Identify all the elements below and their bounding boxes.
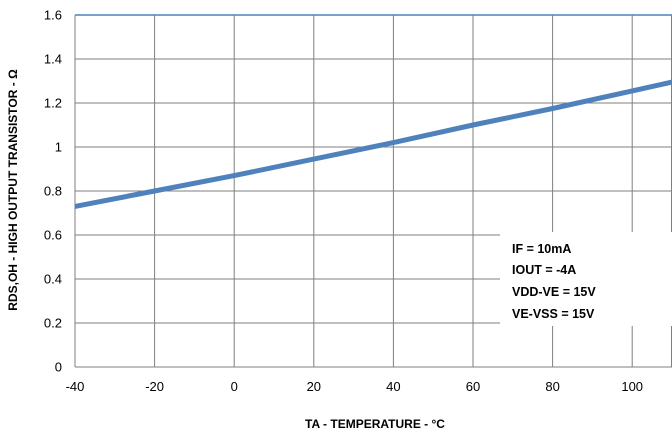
- y-tick-label: 0.2: [44, 316, 62, 331]
- condition-vdd-ve: VDD-VE = 15V: [512, 285, 596, 299]
- y-tick-labels: 0 0.2 0.4 0.6 0.8 1 1.2 1.4 1.6: [44, 8, 62, 375]
- y-tick-label: 0: [55, 360, 62, 375]
- y-axis-title: RDS,OH - HIGH OUTPUT TRANSISTOR - Ω: [6, 69, 20, 311]
- series-line: [74, 79, 672, 209]
- x-tick-label: 20: [307, 379, 321, 394]
- y-tick-label: 1.4: [44, 52, 62, 67]
- x-tick-labels: -40 -20 0 20 40 60 80 100: [66, 379, 643, 394]
- y-tick-label: 1.2: [44, 96, 62, 111]
- condition-iout: IOUT = -4A: [512, 263, 576, 277]
- y-tick-label: 0.4: [44, 272, 62, 287]
- x-tick-label: -20: [145, 379, 164, 394]
- y-tick-label: 1.6: [44, 8, 62, 23]
- x-tick-label: 60: [466, 379, 480, 394]
- y-tick-label: 0.8: [44, 184, 62, 199]
- condition-if: IF = 10mA: [512, 242, 571, 256]
- x-tick-label: -40: [66, 379, 85, 394]
- x-tick-label: 40: [386, 379, 400, 394]
- y-tick-label: 1: [55, 140, 62, 155]
- condition-ve-vss: VE-VSS = 15V: [512, 307, 595, 321]
- annotation-box: [500, 232, 672, 326]
- x-tick-label: 80: [545, 379, 559, 394]
- x-tick-label: 0: [231, 379, 238, 394]
- x-tick-label: 100: [621, 379, 643, 394]
- x-axis-title: TA - TEMPERATURE - °C: [305, 417, 445, 431]
- y-tick-label: 0.6: [44, 228, 62, 243]
